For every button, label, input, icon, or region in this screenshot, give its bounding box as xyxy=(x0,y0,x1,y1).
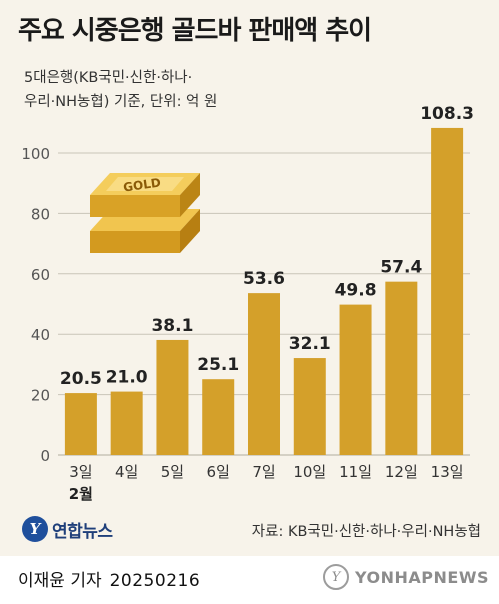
bar-chart: 0 20 40 60 80 100 GOLD 20.5 21.0 38.125.1 53.6 32… xyxy=(21,104,474,503)
bar xyxy=(431,127,464,456)
yonhap-logo-name: 연합뉴스 xyxy=(52,521,113,542)
x-tick-label: 6일 xyxy=(207,463,230,481)
gold-label: GOLD xyxy=(122,175,161,194)
reporter-name: 이재윤 기자 xyxy=(18,571,102,591)
yonhap-logo-icon: Y 연합뉴스 xyxy=(22,516,113,542)
subtitle-line-2: 우리·NH농협) 기준, 단위: 억 원 xyxy=(24,94,218,110)
watermark-text: YONHAPNEWS xyxy=(355,567,489,587)
x-tick-label: 13일 xyxy=(431,463,464,481)
chart-subtitle: 5대은행(KB국민·신한·하나· 우리·NH농협) 기준, 단위: 억 원 xyxy=(24,66,217,114)
gold-bar-icon: GOLD xyxy=(90,173,200,253)
value-label: 49.8 xyxy=(335,281,377,301)
bar xyxy=(64,393,97,455)
watermark-mark-icon: Y xyxy=(323,564,349,590)
byline: 이재윤 기자 20250216 xyxy=(18,566,200,591)
bar xyxy=(385,281,418,455)
x-tick-sublabel: 2월 xyxy=(69,485,93,503)
value-label: 32.1 xyxy=(289,334,331,354)
y-tick-label: 20 xyxy=(31,387,50,405)
bar xyxy=(293,358,326,455)
yonhap-logo-mark: Y xyxy=(22,516,48,542)
value-label: 25.1 xyxy=(197,355,239,375)
value-label: 20.5 xyxy=(60,369,102,389)
value-label: 108.3 xyxy=(420,104,474,124)
subtitle-line-1: 5대은행(KB국민·신한·하나· xyxy=(24,70,193,86)
value-label: 21.0 xyxy=(106,368,148,388)
source-text: 자료: KB국민·신한·하나·우리·NH농협 xyxy=(251,524,481,540)
footer: 이재윤 기자 20250216 Y YONHAPNEWS xyxy=(0,556,499,604)
x-tick-label: 4일 xyxy=(115,463,138,481)
publish-date: 20250216 xyxy=(109,571,201,591)
bar xyxy=(156,339,189,455)
x-tick-label: 12일 xyxy=(385,463,418,481)
y-tick-label: 40 xyxy=(31,326,50,344)
bar xyxy=(248,293,280,455)
yonhapnews-watermark: Y YONHAPNEWS xyxy=(323,564,489,590)
bar xyxy=(110,391,143,455)
value-label: 38.1 xyxy=(151,316,193,336)
y-tick-label: 0 xyxy=(40,447,50,465)
x-tick-label: 10일 xyxy=(293,463,326,481)
y-tick-label: 60 xyxy=(31,266,50,284)
y-tick-label: 80 xyxy=(31,205,50,223)
x-tick-label: 7일 xyxy=(252,463,275,481)
x-tick-label: 11일 xyxy=(339,463,372,481)
bar xyxy=(339,304,372,455)
value-label: 53.6 xyxy=(243,269,285,289)
source-row: Y 연합뉴스 자료: KB국민·신한·하나·우리·NH농협 xyxy=(0,512,499,552)
x-tick-label: 5일 xyxy=(161,463,184,481)
x-tick-label: 3일 xyxy=(69,463,92,481)
value-label: 57.4 xyxy=(380,258,422,278)
page-title: 주요 시중은행 골드바 판매액 추이 xyxy=(18,16,372,46)
bar xyxy=(202,379,235,455)
y-tick-label: 100 xyxy=(21,145,50,163)
